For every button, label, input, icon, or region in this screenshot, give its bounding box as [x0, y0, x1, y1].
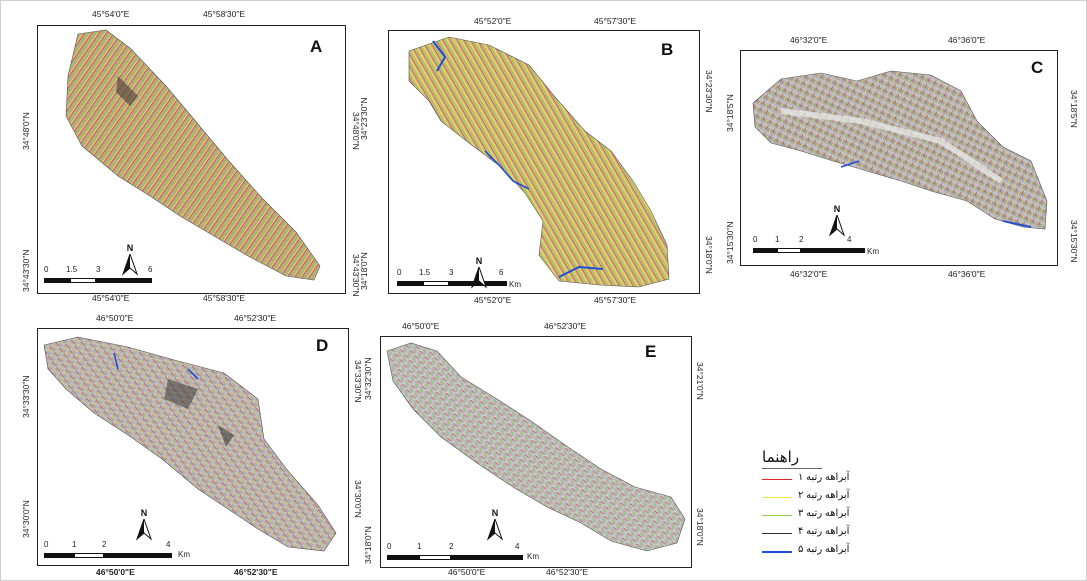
legend-item: آبراهه رتبه ۲ [762, 490, 882, 505]
panel-letter: E [645, 342, 657, 361]
bottom-lon-1: 45°52'0"E [474, 295, 512, 305]
scale-bar: 0 1.5 3 6 [44, 266, 174, 286]
basin-e [386, 342, 686, 552]
legend-swatch [762, 497, 792, 498]
top-lon-1: 46°50'0"E [402, 321, 440, 331]
map-frame: C N 0 1 2 4 Km [740, 50, 1058, 266]
bottom-lon-2: 45°58'30"E [203, 293, 246, 303]
panel-d: 46°50'0"E 46°52'30"E D N [0, 310, 363, 581]
top-lon-1: 45°54'0"E [92, 9, 130, 19]
left-lat-2: 34°30'0"N [21, 500, 31, 538]
legend-item: آبراهه رتبه ۵ [762, 544, 882, 559]
scale-bar: 0 1.5 3 6 Km [397, 268, 521, 289]
legend-label: آبراهه رتبه ۱ [798, 472, 850, 483]
left-lat-1: 34°32'30"N [363, 357, 373, 400]
scale-bar: 0 1 2 4 Km [753, 235, 879, 256]
right-lat-1: 34°18'5"N [1069, 90, 1079, 128]
basin-c [752, 70, 1048, 230]
top-lon-1: 46°50'0"E [96, 313, 134, 323]
legend: راهنما آبراهه رتبه ۱ آبراهه رتبه ۲ آبراه… [762, 448, 882, 559]
right-lat-1: 34°21'0"N [695, 362, 705, 400]
left-lat-1: 34°33'30"N [21, 375, 31, 418]
bottom-lon-1: 46°32'0"E [790, 269, 828, 279]
legend-title: راهنما [762, 448, 822, 469]
legend-swatch [762, 551, 792, 553]
bottom-lon-1: 46°50'0"E [96, 567, 135, 577]
legend-label: آبراهه رتبه ۳ [798, 508, 850, 519]
basin-a [65, 29, 321, 281]
panel-c: 46°32'0"E 46°36'0"E C N 0 [725, 30, 1083, 290]
map-frame: D N 0 1 2 4 Km [37, 328, 349, 566]
panel-a: 45°54'0"E 45°58'30"E A 0 1.5 3 6 [0, 0, 370, 310]
panel-letter: C [1031, 58, 1044, 77]
top-lon-2: 45°57'30"E [594, 16, 637, 26]
north-arrow: N [120, 244, 140, 276]
panel-letter: D [316, 336, 329, 355]
scale-bar: 0 1 2 4 Km [387, 542, 539, 561]
left-lat-2: 34°43'30"N [21, 249, 31, 292]
left-lat-1: 34°48'0"N [21, 112, 31, 150]
legend-label: آبراهه رتبه ۵ [798, 544, 850, 555]
top-lon-2: 46°36'0"E [948, 35, 986, 45]
bottom-lon-2: 45°57'30"E [594, 295, 637, 305]
top-lon-2: 45°58'30"E [203, 9, 246, 19]
bottom-lon-1: 46°50'0"E [448, 567, 486, 577]
legend-swatch [762, 533, 792, 534]
legend-swatch [762, 515, 792, 516]
panel-letter: A [310, 37, 323, 56]
bottom-lon-1: 45°54'0"E [92, 293, 130, 303]
left-lat-2: 34°18'0"N [363, 526, 373, 564]
scale-bar: 0 1 2 4 Km [44, 540, 190, 559]
legend-label: آبراهه رتبه ۲ [798, 490, 850, 501]
north-arrow: N [134, 509, 154, 541]
legend-item: آبراهه رتبه ۱ [762, 472, 882, 487]
bottom-lon-2: 46°52'30"E [234, 567, 278, 577]
legend-item: آبراهه رتبه ۴ [762, 526, 882, 541]
left-lat-1: 34°23'30"N [359, 97, 369, 140]
legend-label: آبراهه رتبه ۴ [798, 526, 850, 537]
top-lon-1: 46°32'0"E [790, 35, 828, 45]
left-lat-2: 34°18'0"N [359, 252, 369, 290]
top-lon-1: 45°52'0"E [474, 16, 512, 26]
bottom-lon-2: 46°36'0"E [948, 269, 986, 279]
panel-letter: B [661, 40, 674, 59]
north-arrow: N [469, 257, 489, 289]
top-lon-2: 46°52'30"E [544, 321, 587, 331]
legend-swatch [762, 479, 792, 480]
panel-b: 45°52'0"E 45°57'30"E B 0 1.5 [359, 0, 730, 312]
left-lat-1: 34°18'5"N [725, 94, 735, 132]
right-lat-2: 34°18'0"N [704, 236, 714, 274]
top-lon-2: 46°52'30"E [234, 313, 277, 323]
legend-item: آبراهه رتبه ۳ [762, 508, 882, 523]
basin-d [43, 336, 337, 552]
panel-e: 46°50'0"E 46°52'30"E E N 0 1 2 [360, 310, 720, 581]
right-lat-1: 34°23'30"N [704, 70, 714, 113]
map-frame: A 0 1.5 3 6 N [37, 25, 346, 294]
north-arrow: N [827, 205, 847, 237]
map-frame: E N 0 1 2 4 Km [380, 336, 692, 568]
bottom-lon-2: 46°52'30"E [546, 567, 589, 577]
right-lat-2: 34°15'30"N [1069, 220, 1079, 263]
north-arrow: N [485, 509, 505, 541]
basin-b [408, 36, 670, 288]
right-lat-2: 34°18'0"N [695, 508, 705, 546]
left-lat-2: 34°15'30"N [725, 221, 735, 264]
map-frame: B 0 1.5 3 6 Km N [388, 30, 700, 294]
